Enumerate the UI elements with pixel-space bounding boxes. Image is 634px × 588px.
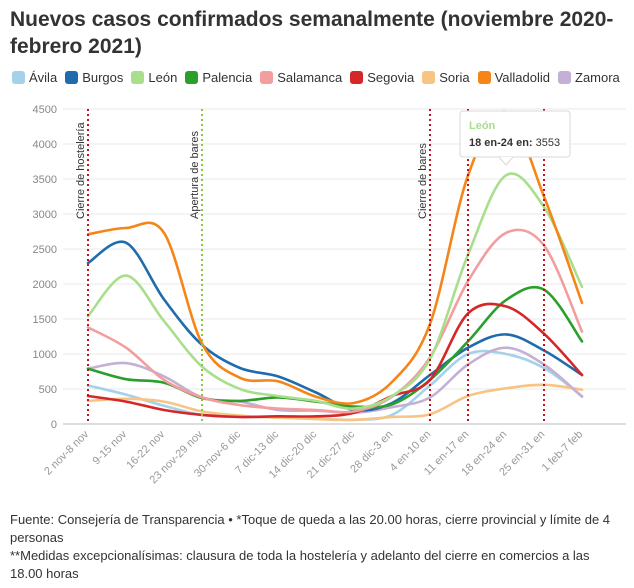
legend: Ávila Burgos León Palencia Salamanca Segovia S… bbox=[12, 70, 627, 85]
x-tick-label: 1 feb-7 feb bbox=[540, 428, 586, 474]
y-tick-label: 3500 bbox=[33, 174, 57, 186]
tooltip-pointer bbox=[498, 156, 514, 166]
legend-swatch bbox=[422, 71, 436, 84]
y-tick-label: 500 bbox=[39, 384, 57, 396]
series-line-salamanca bbox=[86, 228, 584, 414]
legend-label: León bbox=[148, 70, 178, 85]
x-tick-label: 9-15 nov bbox=[91, 428, 130, 467]
legend-label: Valladolid bbox=[494, 70, 550, 85]
tooltip-label: 18 en-24 en: bbox=[469, 137, 533, 149]
tooltip-value: 3553 bbox=[536, 137, 560, 149]
legend-swatch bbox=[350, 71, 364, 84]
legend-item[interactable]: León bbox=[131, 70, 177, 85]
series-line-soria bbox=[86, 383, 584, 422]
tooltip-text: 18 en-24 en: 3553 bbox=[469, 137, 560, 149]
y-tick-label: 2000 bbox=[33, 279, 57, 291]
series-line-león bbox=[86, 172, 584, 410]
legend-item[interactable]: Zamora bbox=[558, 70, 620, 85]
legend-label: Burgos bbox=[82, 70, 124, 85]
y-tick-label: 4000 bbox=[33, 139, 57, 151]
y-tick-label: 1000 bbox=[33, 349, 57, 361]
legend-label: Soria bbox=[439, 70, 470, 85]
y-tick-label: 4500 bbox=[33, 104, 57, 116]
y-tick-label: 2500 bbox=[33, 244, 57, 256]
legend-label: Salamanca bbox=[277, 70, 343, 85]
source-note: Fuente: Consejería de Transparencia • *T… bbox=[10, 511, 625, 583]
legend-swatch bbox=[12, 71, 25, 84]
line-chart: 0 500 1000 1500 2000 2500 3000 3500 4000 4500 2 no… bbox=[33, 104, 626, 486]
tooltip: León 18 en-24 en: 3553 bbox=[459, 110, 571, 166]
legend-item[interactable]: Ávila bbox=[12, 70, 57, 85]
y-tick-label: 0 bbox=[51, 419, 57, 431]
tooltip-series: León bbox=[469, 120, 496, 132]
legend-item[interactable]: Soria bbox=[422, 70, 470, 85]
legend-item[interactable]: Burgos bbox=[65, 70, 123, 85]
source-line-1: Fuente: Consejería de Transparencia • *T… bbox=[10, 512, 611, 545]
legend-label: Segovia bbox=[367, 70, 415, 85]
legend-swatch bbox=[65, 71, 79, 84]
series-line-segovia bbox=[86, 302, 584, 419]
legend-label: Palencia bbox=[202, 70, 253, 85]
legend-swatch bbox=[260, 71, 274, 84]
legend-swatch bbox=[131, 71, 145, 84]
legend-swatch bbox=[558, 71, 571, 84]
legend-item[interactable]: Segovia bbox=[350, 70, 414, 85]
annotation-label: Apertura de bares bbox=[189, 130, 201, 219]
chart-title: Nuevos casos confirmados semanalmente (n… bbox=[10, 8, 614, 58]
legend-item[interactable]: Valladolid bbox=[477, 70, 550, 85]
tooltip-box bbox=[459, 110, 571, 158]
x-tick-label: 2 nov-8 nov bbox=[42, 428, 91, 477]
legend-swatch bbox=[185, 71, 199, 84]
y-tick-label: 1500 bbox=[33, 314, 57, 326]
legend-item[interactable]: Palencia bbox=[185, 70, 252, 85]
legend-item[interactable]: Salamanca bbox=[260, 70, 342, 85]
annotation-label: Cierre de hostelería bbox=[75, 122, 87, 219]
legend-label: Ávila bbox=[29, 70, 58, 85]
series-line-palencia bbox=[86, 285, 584, 409]
series-line-burgos bbox=[86, 240, 584, 412]
annotation-label: Cierre de bares bbox=[417, 143, 429, 219]
legend-label: Zamora bbox=[575, 70, 620, 85]
y-tick-label: 3000 bbox=[33, 209, 57, 221]
source-line-2: **Medidas excepcionalísimas: clausura de… bbox=[10, 548, 590, 581]
legend-swatch bbox=[477, 71, 491, 84]
